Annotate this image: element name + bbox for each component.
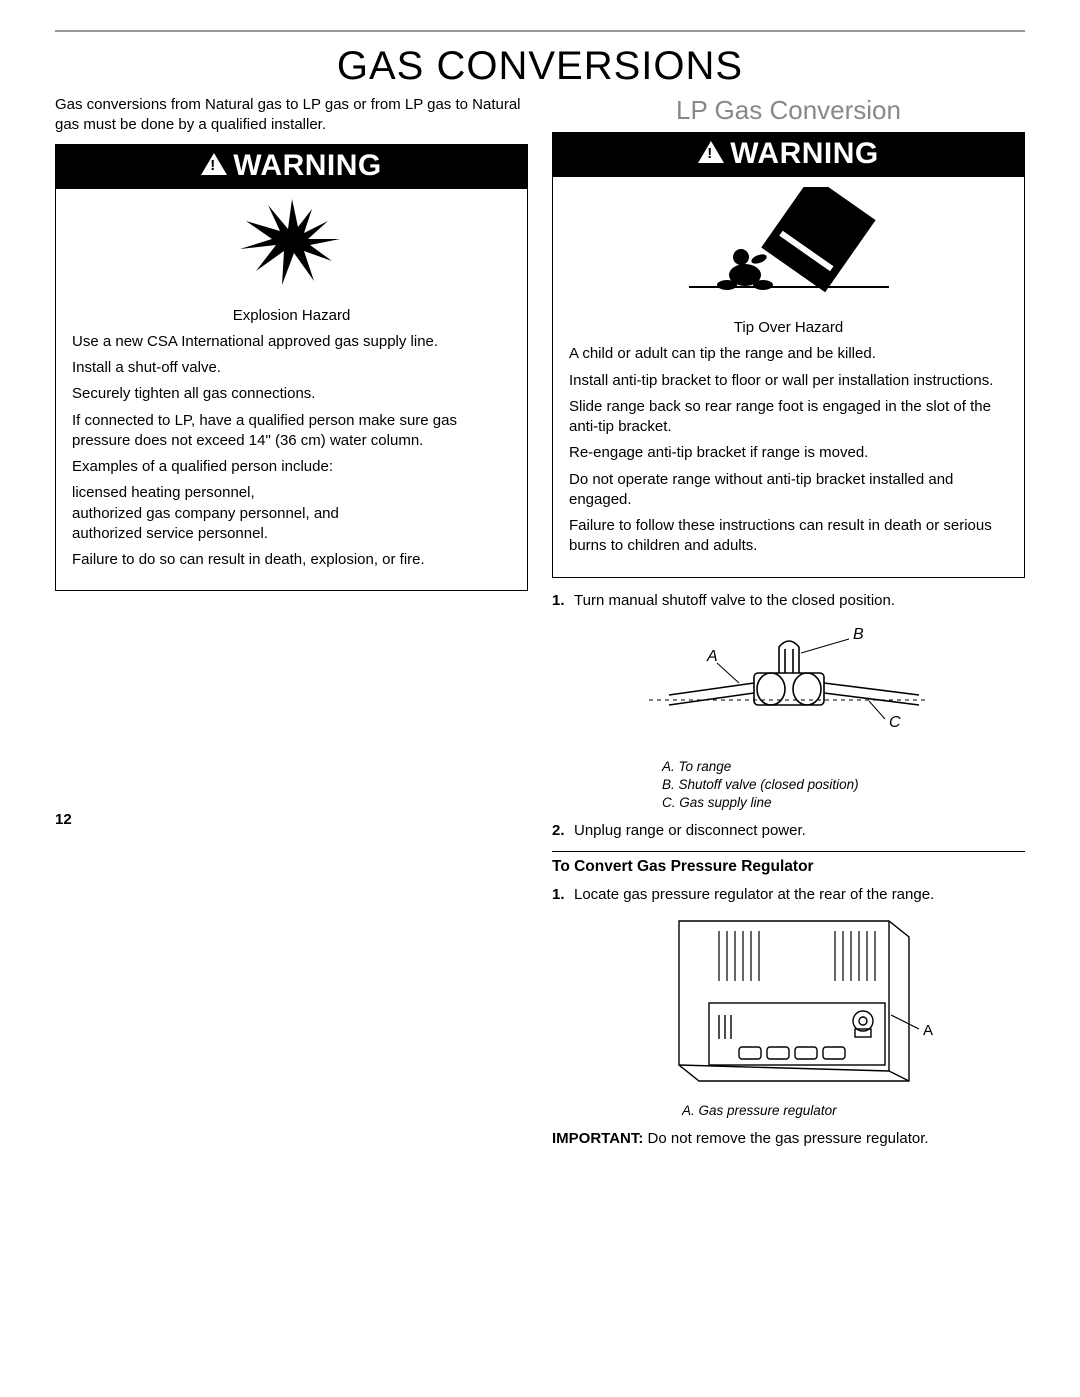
svg-text:C: C (889, 714, 901, 731)
important-label: IMPORTANT: (552, 1130, 643, 1147)
right-column: LP Gas Conversion WARNING (552, 95, 1025, 1149)
warning-line: Examples of a qualified person include: (72, 457, 511, 477)
tipover-warning-box: WARNING (552, 132, 1025, 578)
hazard-title: Tip Over Hazard (569, 318, 1008, 338)
warning-triangle-icon (698, 141, 724, 163)
regulator-step-1: 1. Locate gas pressure regulator at the … (552, 884, 1025, 905)
warning-triangle-icon (201, 153, 227, 175)
step-text: Unplug range or disconnect power. (574, 820, 1025, 841)
step-2: 2. Unplug range or disconnect power. (552, 820, 1025, 841)
warning-line: Use a new CSA International approved gas… (72, 332, 511, 352)
svg-text:A: A (706, 648, 718, 665)
warning-line: If connected to LP, have a qualified per… (72, 411, 511, 452)
warning-line: Install anti-tip bracket to floor or wal… (569, 371, 1008, 391)
warning-header: WARNING (553, 133, 1024, 177)
top-rule (55, 30, 1025, 32)
explosion-icon (56, 189, 527, 296)
warning-body: Explosion Hazard Use a new CSA Internati… (56, 296, 527, 591)
warning-line: A child or adult can tip the range and b… (569, 344, 1008, 364)
svg-text:A: A (923, 1022, 933, 1039)
explosion-warning-box: WARNING Explosion Hazard Use a new CSA I… (55, 144, 528, 592)
section-title: LP Gas Conversion (552, 95, 1025, 126)
step-number: 2. (552, 820, 574, 841)
hazard-title: Explosion Hazard (72, 306, 511, 326)
subheading: To Convert Gas Pressure Regulator (552, 858, 1025, 876)
regulator-caption: A. Gas pressure regulator (682, 1102, 1025, 1120)
valve-figure: A B C (552, 617, 1025, 752)
svg-text:B: B (853, 626, 864, 643)
intro-text: Gas conversions from Natural gas to LP g… (55, 95, 528, 136)
page-title: GAS CONVERSIONS (55, 44, 1025, 89)
warning-line: Do not operate range without anti-tip br… (569, 470, 1008, 511)
regulator-figure: A (552, 911, 1025, 1096)
warning-line: Slide range back so rear range foot is e… (569, 397, 1008, 438)
valve-caption: A. To range B. Shutoff valve (closed pos… (662, 758, 1025, 813)
caption-line: B. Shutoff valve (closed position) (662, 776, 1025, 794)
page-number: 12 (55, 811, 528, 828)
warning-header: WARNING (56, 145, 527, 189)
important-text: Do not remove the gas pressure regulator… (643, 1130, 928, 1147)
warning-label: WARNING (233, 149, 382, 183)
warning-body: Tip Over Hazard A child or adult can tip… (553, 308, 1024, 577)
tipover-icon (553, 177, 1024, 308)
left-column: Gas conversions from Natural gas to LP g… (55, 95, 528, 1149)
two-column-layout: Gas conversions from Natural gas to LP g… (55, 95, 1025, 1149)
step-number: 1. (552, 590, 574, 611)
subheading-rule (552, 851, 1025, 852)
warning-line: Install a shut-off valve. (72, 358, 511, 378)
caption-line: C. Gas supply line (662, 794, 1025, 812)
step-text: Locate gas pressure regulator at the rea… (574, 884, 1025, 905)
important-note: IMPORTANT: Do not remove the gas pressur… (552, 1128, 1025, 1149)
warning-line: Failure to follow these instructions can… (569, 516, 1008, 557)
step-1: 1. Turn manual shutoff valve to the clos… (552, 590, 1025, 611)
step-number: 1. (552, 884, 574, 905)
warning-line: Securely tighten all gas connections. (72, 384, 511, 404)
caption-line: A. To range (662, 758, 1025, 776)
step-text: Turn manual shutoff valve to the closed … (574, 590, 1025, 611)
warning-line: Re-engage anti-tip bracket if range is m… (569, 443, 1008, 463)
warning-line: Failure to do so can result in death, ex… (72, 550, 511, 570)
warning-label: WARNING (730, 137, 879, 171)
warning-line: licensed heating personnel, authorized g… (72, 483, 511, 544)
